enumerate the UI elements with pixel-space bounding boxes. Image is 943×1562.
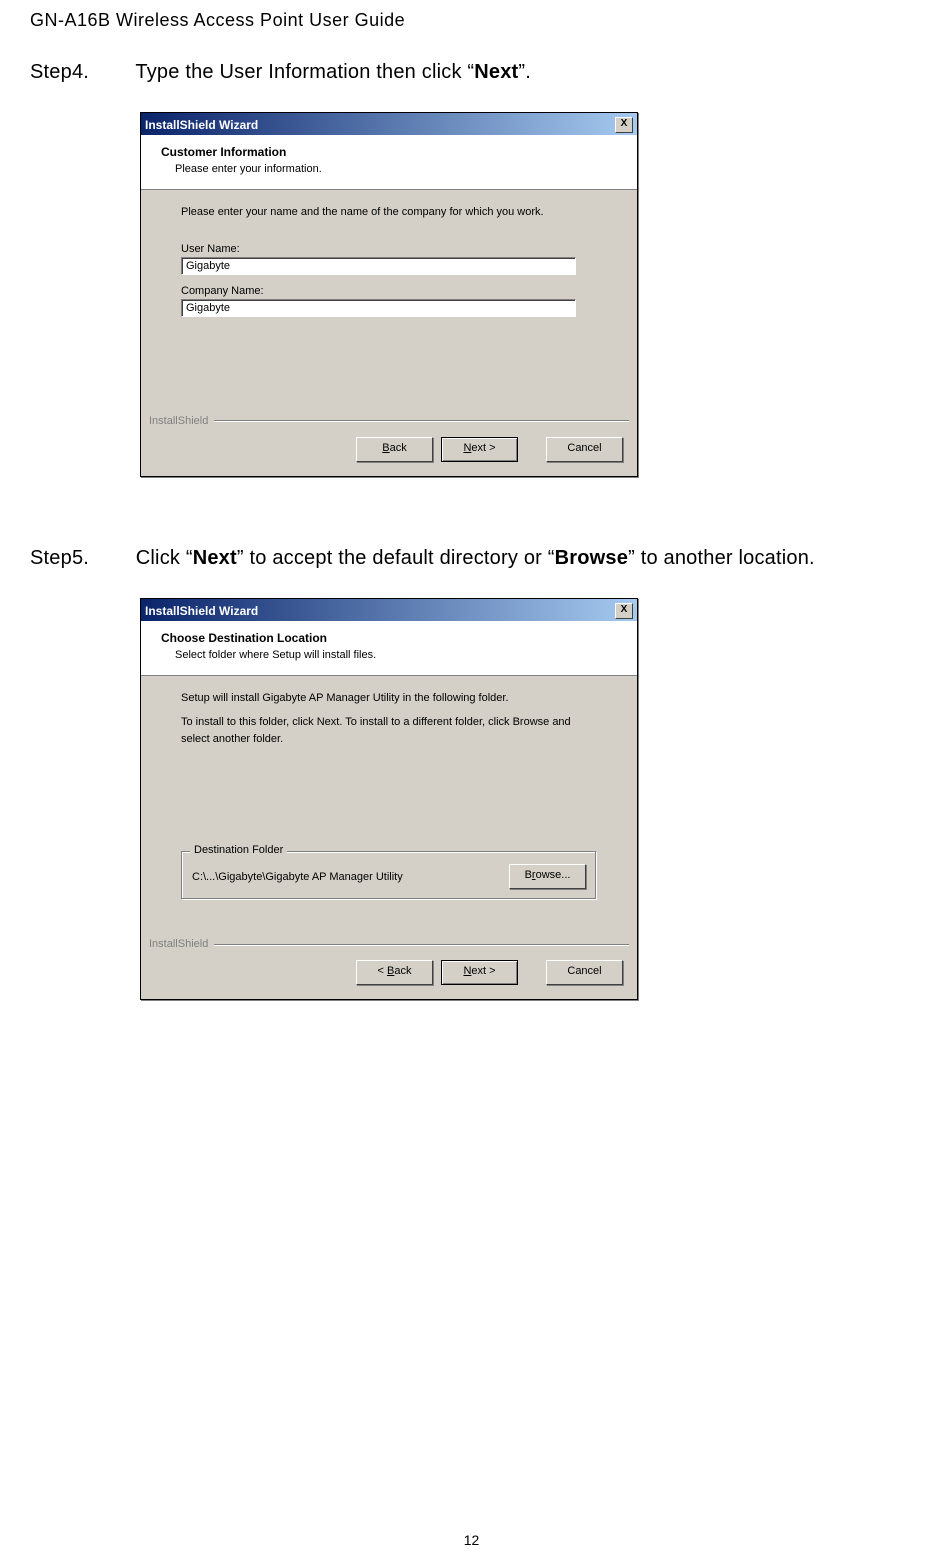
dialog1-header-panel: Customer Information Please enter your i…	[141, 135, 637, 190]
step4-line: Step4. Type the User Information then cl…	[30, 61, 913, 84]
destination-folder-legend: Destination Folder	[190, 844, 287, 856]
step4-bold: Next	[474, 61, 518, 83]
dialog1-brand-row: InstallShield	[149, 415, 629, 427]
dialog1-titlebar: InstallShield Wizard X	[141, 113, 637, 135]
step5-text-after: ” to another location.	[628, 547, 815, 569]
dialog1-brand: InstallShield	[149, 415, 208, 427]
dialog2-title: InstallShield Wizard	[145, 604, 258, 618]
back-button[interactable]: Back	[356, 437, 433, 462]
step5-label: Step5.	[30, 547, 130, 570]
browse-button[interactable]: Browse...	[509, 864, 586, 889]
close-button[interactable]: X	[615, 117, 633, 133]
close-button[interactable]: X	[615, 603, 633, 619]
divider-line	[214, 944, 629, 945]
dialog2-body: Setup will install Gigabyte AP Manager U…	[141, 676, 637, 909]
next-button[interactable]: Next >	[441, 437, 518, 462]
dialog2-panel-sub: Select folder where Setup will install f…	[175, 649, 617, 661]
dialog2-brand-row: InstallShield	[149, 938, 629, 950]
step5-mid: ” to accept the default directory or “	[237, 547, 555, 569]
step4-label: Step4.	[30, 61, 130, 84]
destination-folder-group: Destination Folder C:\...\Gigabyte\Gigab…	[181, 851, 597, 900]
dialog1-button-row: Back Next > Cancel	[141, 427, 637, 476]
user-name-label: User Name:	[181, 243, 597, 255]
dialog1-panel-sub: Please enter your information.	[175, 163, 617, 175]
page-header: GN-A16B Wireless Access Point User Guide	[30, 10, 913, 31]
destination-path: C:\...\Gigabyte\Gigabyte AP Manager Util…	[192, 871, 403, 883]
step4-text-after: ”.	[518, 61, 531, 83]
next-button[interactable]: Next >	[441, 960, 518, 985]
cancel-button[interactable]: Cancel	[546, 437, 623, 462]
company-name-input[interactable]	[181, 299, 576, 317]
dialog2-brand: InstallShield	[149, 938, 208, 950]
dialog2-header-panel: Choose Destination Location Select folde…	[141, 621, 637, 676]
dialog-customer-info: InstallShield Wizard X Customer Informat…	[140, 112, 638, 477]
dialog1-instruction: Please enter your name and the name of t…	[181, 204, 597, 221]
company-name-label: Company Name:	[181, 285, 597, 297]
step5-text-before: Click “	[136, 547, 193, 569]
step5-bold2: Browse	[555, 547, 628, 569]
dialog2-titlebar: InstallShield Wizard X	[141, 599, 637, 621]
step5-bold1: Next	[193, 547, 237, 569]
dialog1-body: Please enter your name and the name of t…	[141, 190, 637, 385]
cancel-button[interactable]: Cancel	[546, 960, 623, 985]
dialog2-line2: To install to this folder, click Next. T…	[181, 714, 597, 747]
back-button[interactable]: < Back	[356, 960, 433, 985]
user-name-input[interactable]	[181, 257, 576, 275]
dialog1-panel-title: Customer Information	[161, 145, 617, 159]
dialog2-button-row: < Back Next > Cancel	[141, 950, 637, 999]
dialog2-panel-title: Choose Destination Location	[161, 631, 617, 645]
step4-text-before: Type the User Information then click “	[135, 61, 474, 83]
dialog1-title: InstallShield Wizard	[145, 118, 258, 132]
divider-line	[214, 420, 629, 421]
dialog2-line1: Setup will install Gigabyte AP Manager U…	[181, 690, 597, 707]
dialog-choose-destination: InstallShield Wizard X Choose Destinatio…	[140, 598, 638, 1001]
page-number: 12	[0, 1532, 943, 1548]
step5-line: Step5. Click “Next” to accept the defaul…	[30, 547, 913, 570]
